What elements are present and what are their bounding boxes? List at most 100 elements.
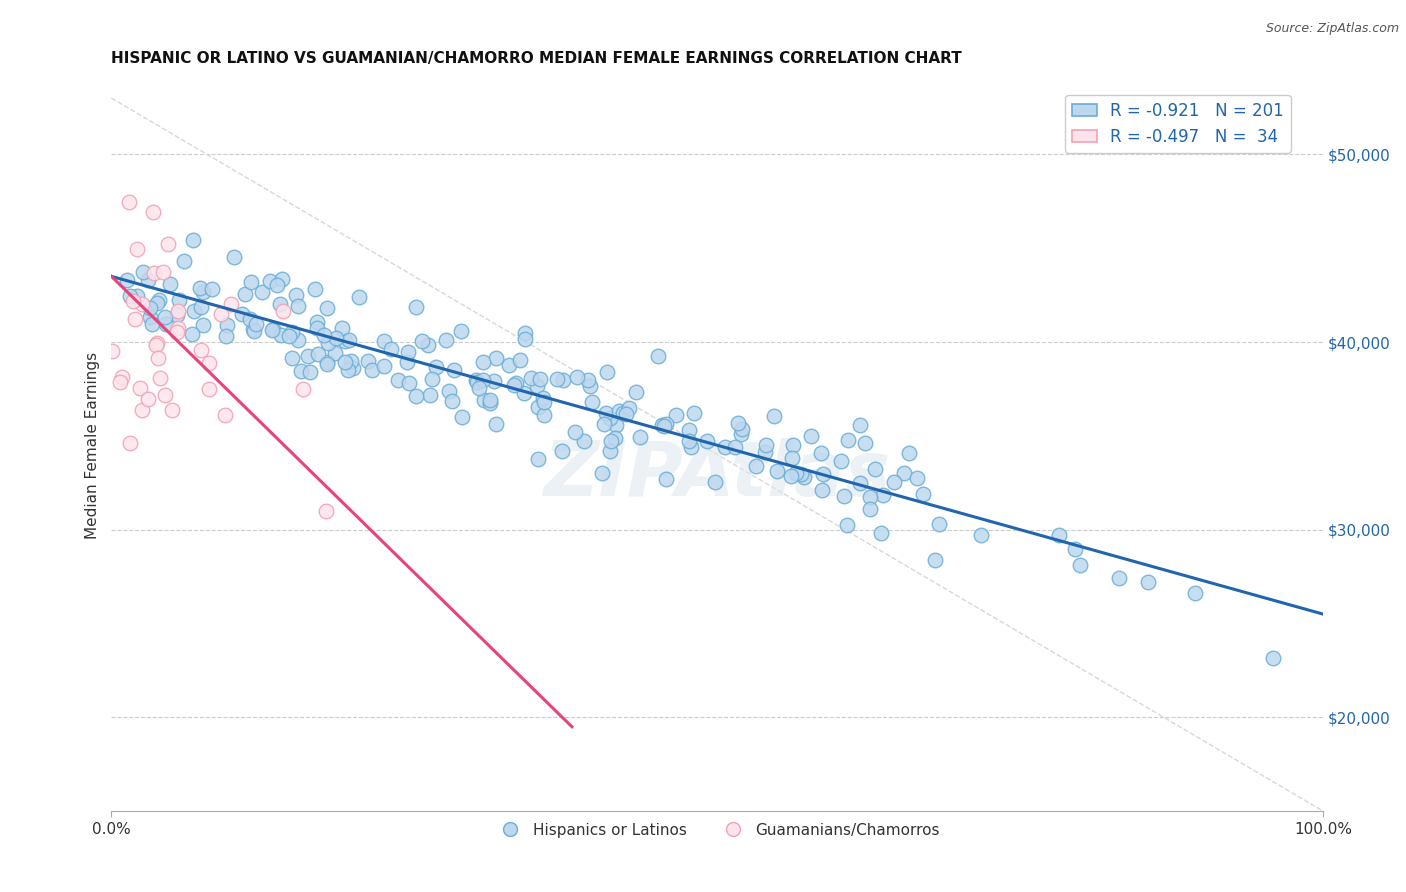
Point [333,334,356,349]
Point [830,454,852,468]
Point [222,250,245,264]
Point [418,338,440,352]
Y-axis label: Median Female Earnings: Median Female Earnings [86,351,100,539]
Point [572,434,595,448]
Point [141,317,163,331]
Point [440,393,463,408]
Point [100,343,122,358]
Point [599,411,621,425]
Point [167,304,190,318]
Point [325,331,347,345]
Point [870,525,893,540]
Point [214,408,236,422]
Point [485,351,508,366]
Point [578,378,600,392]
Point [323,346,346,360]
Point [307,315,329,329]
Point [478,396,501,410]
Point [513,385,536,400]
Point [270,327,292,342]
Point [262,322,284,336]
Point [595,406,617,420]
Point [111,370,134,384]
Point [1137,574,1160,589]
Point [361,363,384,377]
Point [307,347,329,361]
Point [628,430,651,444]
Point [121,293,143,308]
Point [259,275,281,289]
Point [332,321,354,335]
Point [270,272,292,286]
Point [789,467,811,481]
Point [245,318,267,332]
Point [652,419,675,434]
Point [810,446,832,460]
Point [811,467,834,481]
Point [281,325,304,339]
Point [395,355,418,369]
Point [564,425,586,439]
Point [118,289,141,303]
Point [450,324,472,338]
Point [651,418,673,433]
Point [443,363,465,377]
Point [115,273,138,287]
Point [337,333,360,347]
Point [146,336,169,351]
Point [128,381,150,395]
Point [599,443,621,458]
Point [398,376,420,390]
Legend: Hispanics or Latinos, Guamanians/Chamorros: Hispanics or Latinos, Guamanians/Chamorr… [488,816,946,844]
Point [681,440,703,454]
Text: Source: ZipAtlas.com: Source: ZipAtlas.com [1265,22,1399,36]
Point [215,328,238,343]
Point [498,358,520,372]
Point [576,374,599,388]
Point [155,317,177,331]
Point [683,406,706,420]
Point [420,372,443,386]
Point [181,233,204,247]
Point [190,343,212,357]
Point [478,393,501,408]
Point [762,409,785,423]
Point [853,435,876,450]
Point [451,409,474,424]
Point [755,438,778,452]
Point [503,377,526,392]
Point [242,322,264,336]
Point [373,334,395,348]
Point [162,402,184,417]
Point [148,351,170,365]
Point [1069,558,1091,573]
Point [600,434,623,449]
Point [281,351,304,365]
Point [546,372,568,386]
Point [131,297,153,311]
Point [464,373,486,387]
Point [243,324,266,338]
Point [513,326,536,340]
Point [148,293,170,308]
Point [1261,650,1284,665]
Point [149,371,172,385]
Point [396,344,419,359]
Point [596,365,619,379]
Point [509,353,531,368]
Point [551,444,574,458]
Point [307,321,329,335]
Point [304,282,326,296]
Point [315,357,337,371]
Point [231,307,253,321]
Point [893,467,915,481]
Point [336,363,359,377]
Point [118,194,141,209]
Point [612,405,634,419]
Point [780,450,803,465]
Point [260,323,283,337]
Point [724,440,747,454]
Point [745,459,768,474]
Point [290,364,312,378]
Point [529,372,551,386]
